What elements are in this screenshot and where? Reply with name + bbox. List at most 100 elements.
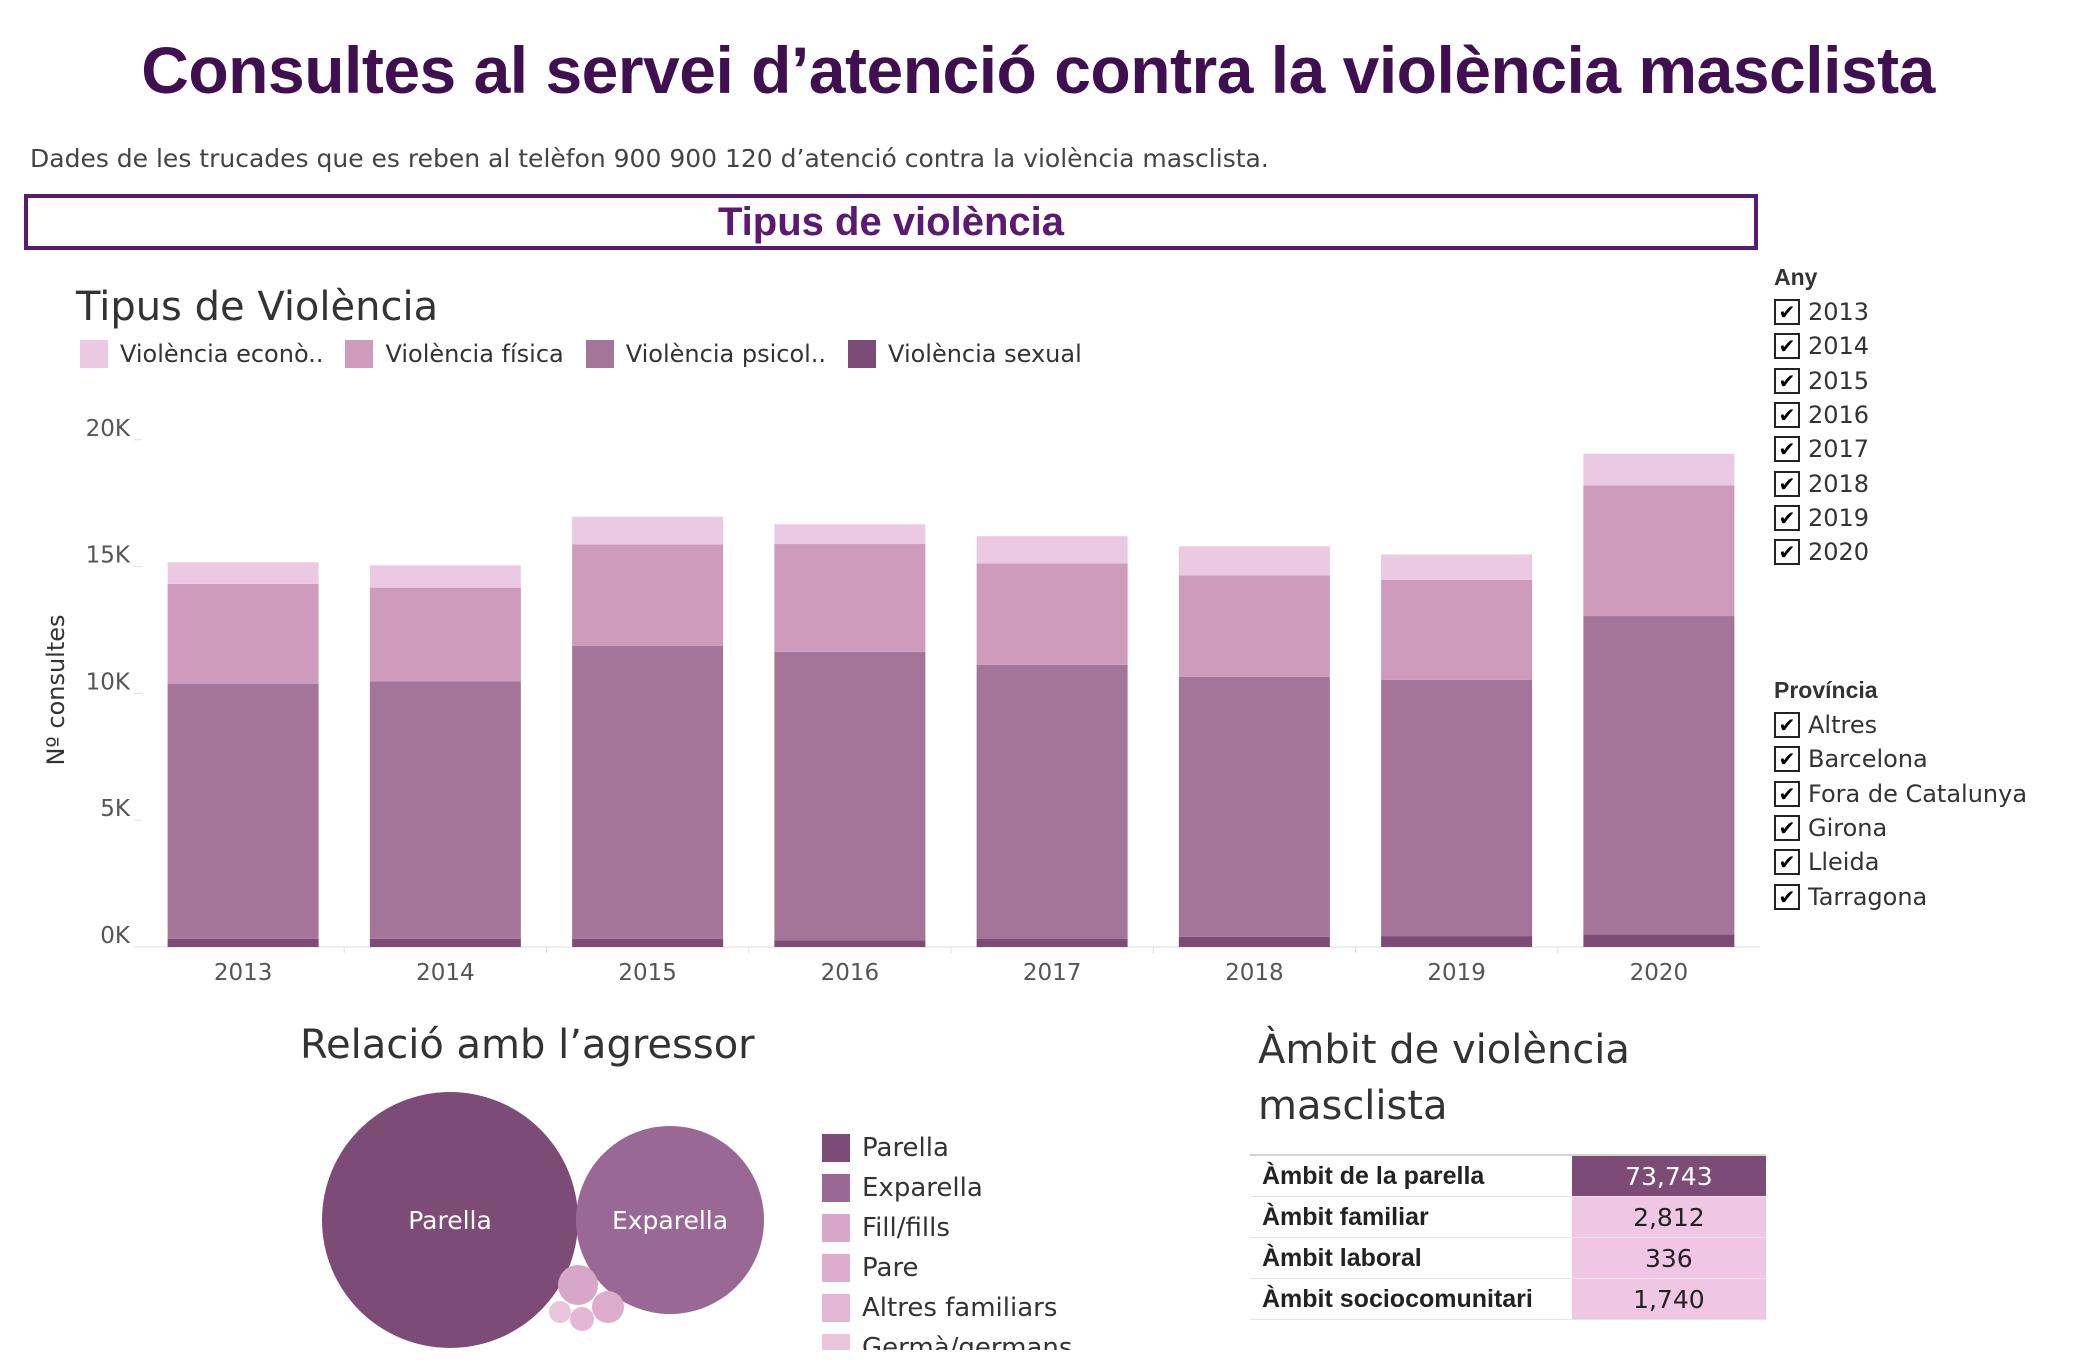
bar-segment[interactable]: [1583, 453, 1735, 486]
checkbox-checked[interactable]: ✔: [1774, 746, 1800, 773]
bar-segment[interactable]: [774, 651, 926, 941]
filter-provincia-item[interactable]: ✔ Girona: [1774, 811, 2027, 845]
checkbox-checked[interactable]: ✔: [1774, 470, 1800, 497]
checkbox-checked[interactable]: ✔: [1774, 402, 1800, 429]
bubble-legend-swatch: [822, 1134, 850, 1162]
bubble-legend-item[interactable]: Altres familiars: [822, 1288, 1072, 1328]
table-row[interactable]: Àmbit laboral 336: [1250, 1237, 1766, 1279]
bar-segment[interactable]: [572, 645, 724, 939]
bar-segment[interactable]: [167, 684, 319, 939]
bar-segment[interactable]: [976, 536, 1128, 564]
bubble-legend-item[interactable]: Germà/germans: [822, 1328, 1072, 1350]
bubble-germa-germans[interactable]: [549, 1301, 571, 1323]
bubble-exparella[interactable]: [576, 1126, 764, 1314]
checkbox-checked[interactable]: ✔: [1774, 815, 1800, 842]
ambit-row-label: Àmbit sociocomunitari: [1262, 1284, 1533, 1313]
checkbox-checked[interactable]: ✔: [1774, 333, 1800, 360]
legend-item-psicologica[interactable]: Violència psicol..: [585, 340, 827, 368]
bubble-parella[interactable]: [322, 1092, 578, 1348]
filter-any-item[interactable]: ✔ 2017: [1774, 432, 1869, 466]
bubble-legend-swatch: [822, 1174, 850, 1202]
filter-provincia-item[interactable]: ✔ Barcelona: [1774, 742, 2027, 776]
checkbox-checked[interactable]: ✔: [1774, 299, 1800, 326]
bar-segment[interactable]: [976, 938, 1128, 947]
filter-any-item[interactable]: ✔ 2015: [1774, 364, 1869, 398]
bar-chart-title: Tipus de Violència: [76, 284, 439, 330]
bubble-chart-legend: Parella Exparella Fill/fills Pare Altres…: [822, 1128, 1072, 1350]
bubble-legend-item[interactable]: Parella: [822, 1128, 1072, 1168]
bar-segment[interactable]: [572, 544, 724, 646]
filter-any-item[interactable]: ✔ 2013: [1774, 295, 1869, 329]
filter-any-label: 2013: [1808, 298, 1870, 327]
filter-any-item[interactable]: ✔ 2020: [1774, 535, 1869, 569]
checkbox-checked[interactable]: ✔: [1774, 780, 1800, 807]
bar-segment[interactable]: [1583, 485, 1735, 617]
ambit-row-value: 73,743: [1571, 1155, 1766, 1197]
bubble-legend-item[interactable]: Exparella: [822, 1168, 1072, 1208]
checkbox-checked[interactable]: ✔: [1774, 367, 1800, 394]
bar-chart-legend: Violència econò.. Violència física Violè…: [80, 340, 1082, 368]
bar-segment[interactable]: [1381, 554, 1533, 580]
bar-segment[interactable]: [1583, 934, 1735, 947]
x-tick-label: 2017: [1023, 960, 1082, 986]
legend-item-fisica[interactable]: Violència física: [345, 340, 564, 368]
filter-any-item[interactable]: ✔ 2016: [1774, 398, 1869, 432]
bar-segment[interactable]: [369, 681, 521, 939]
bar-segment[interactable]: [167, 938, 319, 947]
bubble-legend-label: Exparella: [862, 1173, 983, 1203]
bar-segment[interactable]: [774, 544, 926, 652]
bar-segment[interactable]: [369, 938, 521, 947]
bar-segment[interactable]: [572, 938, 724, 947]
table-row[interactable]: Àmbit de la parella 73,743: [1250, 1155, 1766, 1197]
bar-segment[interactable]: [1178, 936, 1330, 947]
filter-any-title: Any: [1774, 264, 1818, 290]
checkbox-checked[interactable]: ✔: [1774, 504, 1800, 531]
filter-provincia-label: Lleida: [1808, 848, 1880, 877]
table-row[interactable]: Àmbit sociocomunitari 1,740: [1250, 1278, 1766, 1320]
ambit-table-title: Àmbit de violència masclista: [1258, 1027, 1630, 1129]
filter-any-item[interactable]: ✔ 2014: [1774, 329, 1869, 363]
bar-segment[interactable]: [1381, 936, 1533, 947]
checkbox-checked[interactable]: ✔: [1774, 883, 1800, 910]
filter-provincia-item[interactable]: ✔ Tarragona: [1774, 879, 2027, 913]
bar-segment[interactable]: [976, 563, 1128, 665]
bar-segment[interactable]: [369, 565, 521, 588]
bar-segment[interactable]: [976, 664, 1128, 939]
bar-segment[interactable]: [1178, 575, 1330, 677]
bubble-legend-item[interactable]: Fill/fills: [822, 1208, 1072, 1248]
checkbox-checked[interactable]: ✔: [1774, 539, 1800, 566]
bar-segment[interactable]: [369, 587, 521, 682]
table-row[interactable]: Àmbit familiar 2,812: [1250, 1196, 1766, 1238]
checkbox-checked[interactable]: ✔: [1774, 712, 1800, 739]
bar-segment[interactable]: [1381, 579, 1533, 680]
bubble-legend-label: Altres familiars: [862, 1293, 1058, 1323]
filter-provincia-item[interactable]: ✔ Altres: [1774, 708, 2027, 742]
checkbox-checked[interactable]: ✔: [1774, 849, 1800, 876]
bar-segment[interactable]: [1178, 676, 1330, 937]
bubble-fill-fills[interactable]: [558, 1265, 598, 1305]
filter-any-item[interactable]: ✔ 2018: [1774, 466, 1869, 500]
bubble-legend-item[interactable]: Pare: [822, 1248, 1072, 1288]
bubble-altres-familiars[interactable]: [570, 1307, 594, 1331]
bar-segment[interactable]: [1583, 616, 1735, 935]
legend-item-sexual[interactable]: Violència sexual: [848, 340, 1082, 368]
bubble-pare[interactable]: [592, 1291, 624, 1323]
bar-segment[interactable]: [1381, 679, 1533, 937]
legend-label-psicologica: Violència psicol..: [625, 340, 827, 368]
filter-any-item[interactable]: ✔ 2019: [1774, 501, 1869, 535]
bar-segment[interactable]: [1178, 546, 1330, 576]
bar-segment[interactable]: [572, 516, 724, 545]
filter-any-list: ✔ 2013 ✔ 2014 ✔ 2015 ✔ 2016 ✔ 2017 ✔ 2018 ✔ 201…: [1774, 295, 1869, 569]
filter-provincia-item[interactable]: ✔ Fora de Catalunya: [1774, 777, 2027, 811]
bar-segment[interactable]: [774, 524, 926, 545]
filter-provincia-title: Província: [1774, 677, 1878, 703]
bar-segment[interactable]: [167, 562, 319, 584]
y-axis-label: Nº consultes: [42, 614, 70, 765]
filter-provincia-list: ✔ Altres ✔ Barcelona ✔ Fora de Catalunya ✔ G…: [1774, 708, 2027, 914]
checkbox-checked[interactable]: ✔: [1774, 436, 1800, 463]
filter-provincia-item[interactable]: ✔ Lleida: [1774, 845, 2027, 879]
bar-segment[interactable]: [774, 940, 926, 947]
bar-segment[interactable]: [167, 583, 319, 685]
filter-any: Any ✔ 2013 ✔ 2014 ✔ 2015 ✔ 2016 ✔ 2017 ✔ 2018 …: [1774, 264, 1869, 569]
legend-item-economica[interactable]: Violència econò..: [80, 340, 323, 368]
